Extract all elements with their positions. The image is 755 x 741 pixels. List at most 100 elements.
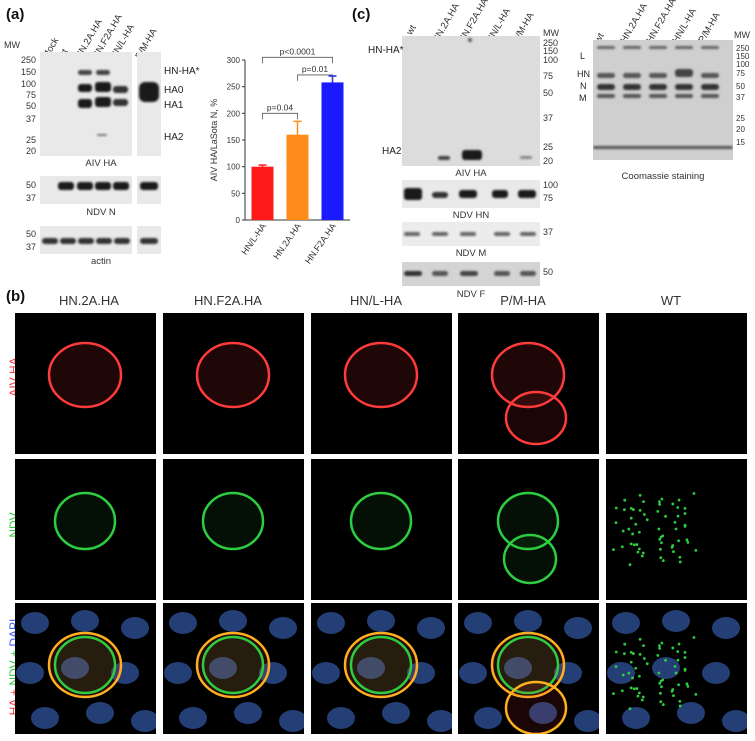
ndv-puncta <box>614 665 618 669</box>
nucleus <box>427 710 452 732</box>
micrograph <box>311 313 452 454</box>
ndv-puncta <box>664 658 667 662</box>
ndv-puncta <box>683 668 687 672</box>
panel-a-label: (a) <box>6 6 25 23</box>
y-tick-label: 250 <box>227 83 241 92</box>
ndv-puncta <box>683 651 687 654</box>
ndv-puncta <box>686 540 690 544</box>
nucleus <box>269 617 297 639</box>
micrograph-svg <box>606 313 747 454</box>
ndv-puncta <box>638 653 642 656</box>
significance-label: p<0.0001 <box>280 46 316 56</box>
micrograph <box>606 603 747 734</box>
nucleus <box>514 610 542 632</box>
ndv-puncta <box>614 521 618 525</box>
micrograph-svg <box>312 610 452 732</box>
ndv-puncta <box>660 497 664 501</box>
significance-bracket <box>297 74 333 81</box>
nucleus <box>131 710 156 732</box>
nucleus <box>357 657 385 679</box>
micrograph <box>163 313 304 454</box>
ndv-puncta <box>634 666 638 670</box>
ndv-puncta <box>676 506 680 509</box>
ndv-puncta <box>671 646 675 650</box>
ndv-puncta <box>686 684 690 688</box>
mw-header: MW <box>543 28 559 38</box>
ndv-hn-blot <box>402 180 540 208</box>
ndv-puncta <box>631 676 634 680</box>
micrograph <box>15 459 156 600</box>
y-tick-label: 0 <box>236 216 241 225</box>
ndv-puncta <box>635 687 639 690</box>
ndv-puncta <box>692 492 696 495</box>
cell-signal <box>201 635 265 695</box>
ndv-puncta <box>631 508 635 511</box>
mw-marker: 250 <box>736 44 750 53</box>
band-label: HA1 <box>164 100 184 111</box>
ndv-puncta <box>659 556 663 560</box>
micrograph-svg <box>47 341 123 409</box>
ndv-n-blot-pm <box>137 176 161 204</box>
ndv-puncta <box>656 510 660 513</box>
panel-b-label: (b) <box>6 288 26 305</box>
ndv-puncta <box>634 522 638 526</box>
ndv-puncta <box>664 514 667 518</box>
mw-marker: 150 <box>736 52 750 61</box>
blot-caption: actin <box>90 256 112 267</box>
ndv-puncta <box>622 508 626 512</box>
column-title: P/M-HA <box>500 293 546 308</box>
bar <box>321 82 344 221</box>
nucleus <box>279 710 304 732</box>
nucleus <box>504 657 532 679</box>
mw-marker: 75 <box>543 193 554 203</box>
aiv-ha-blot <box>40 52 132 156</box>
ndv-puncta <box>661 559 665 562</box>
ndv-puncta <box>621 673 625 677</box>
nucleus <box>662 610 690 632</box>
ndv-puncta <box>638 637 642 641</box>
cell-membrane <box>343 341 419 409</box>
nucleus <box>382 702 410 724</box>
ndv-puncta <box>685 538 689 542</box>
mw-marker: 250 <box>20 55 36 65</box>
ndv-puncta <box>676 650 680 653</box>
mw-marker: 20 <box>25 146 36 156</box>
mw-marker: 37 <box>25 242 36 252</box>
mw-marker: 50 <box>543 88 554 98</box>
ndv-puncta <box>661 703 665 706</box>
ndv-puncta <box>614 650 618 654</box>
ndv-puncta <box>637 691 641 695</box>
micrograph-svg <box>195 341 271 409</box>
ndv-puncta <box>627 671 631 675</box>
nucleus <box>234 702 262 724</box>
cell-signal <box>349 491 413 551</box>
ndv-puncta <box>661 678 665 682</box>
mw-marker: 37 <box>736 93 745 102</box>
nucleus <box>327 707 355 729</box>
nucleus <box>712 617 740 639</box>
cell-membrane <box>195 631 271 699</box>
ndv-puncta <box>627 527 631 531</box>
ndv-puncta <box>678 560 682 564</box>
ndv-puncta <box>676 514 680 518</box>
bar <box>286 134 309 220</box>
coomassie-gel <box>593 40 733 160</box>
band-label: HN <box>577 69 590 79</box>
mw-marker: 50 <box>543 267 554 277</box>
ndv-puncta <box>678 699 682 703</box>
ndv-puncta <box>659 700 663 704</box>
mw-marker: 100 <box>543 180 559 190</box>
bar-chart: 0 50 100 150 200 250 300 AIV HA/LaSota N, % HN/L… <box>209 46 350 266</box>
nucleus <box>169 612 197 634</box>
micrograph-svg <box>349 491 413 551</box>
ndv-puncta <box>660 685 663 689</box>
micrograph <box>458 313 599 454</box>
nucleus <box>164 662 192 684</box>
ndv-puncta <box>642 657 646 660</box>
ndv-puncta <box>614 506 618 510</box>
nucleus <box>179 707 207 729</box>
nucleus <box>612 612 640 634</box>
x-tick-label: HN.2A.HA <box>271 221 303 261</box>
mw-marker: 50 <box>25 229 36 239</box>
nucleus <box>702 662 730 684</box>
